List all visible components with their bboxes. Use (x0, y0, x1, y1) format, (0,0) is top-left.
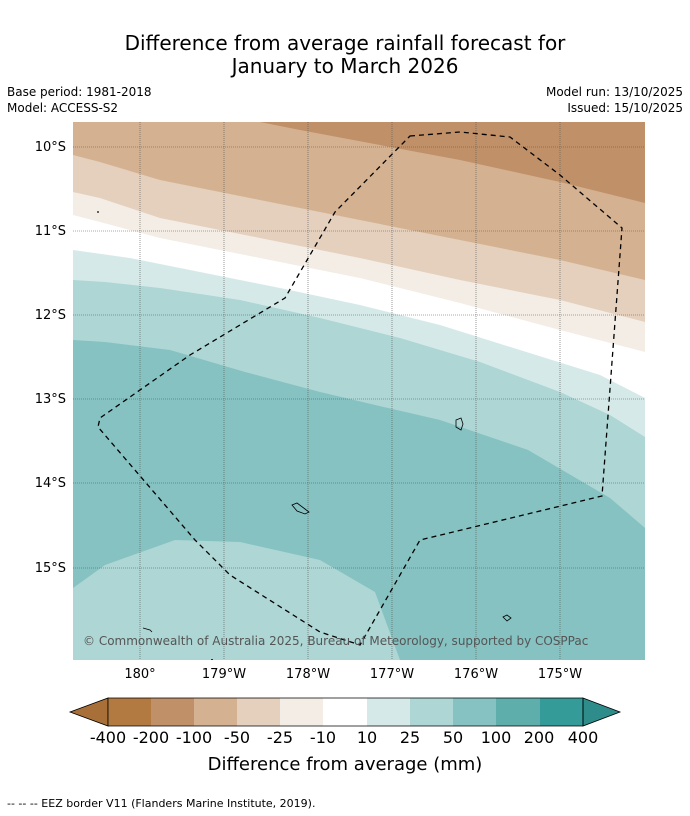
lon-label: 176°W (454, 667, 498, 682)
lon-label: 179°W (202, 667, 246, 682)
legend-tick: 10 (357, 728, 377, 747)
legend-arrow-right (582, 697, 622, 727)
meta-left: Base period: 1981-2018 Model: ACCESS-S2 (7, 84, 152, 116)
island-bottom (211, 659, 213, 660)
legend-tick: -200 (133, 728, 169, 747)
legend-tick: 50 (443, 728, 463, 747)
legend-swatch (367, 698, 410, 726)
lon-labels: 180° 179°W 178°W 177°W 176°W 175°W (124, 667, 582, 682)
island-northwest (97, 211, 99, 213)
model-run-text: Model run: 13/10/2025 (545, 85, 683, 99)
legend-tick: -400 (90, 728, 126, 747)
copyright-text: © Commonwealth of Australia 2025, Bureau… (83, 634, 588, 648)
eez-footnote: -- -- -- EEZ border V11 (Flanders Marine… (7, 797, 316, 810)
rainfall-map: © Commonwealth of Australia 2025, Bureau… (73, 122, 645, 660)
island-central (291, 502, 310, 515)
lat-label: 14°S (35, 476, 66, 491)
base-period-text: Base period: 1981-2018 (7, 85, 152, 99)
island-south (502, 614, 512, 622)
legend-arrow-left (68, 697, 109, 727)
eez-border (97, 131, 623, 646)
legend-tick: -50 (224, 728, 250, 747)
legend-tick: -10 (310, 728, 336, 747)
legend-swatch (280, 698, 323, 726)
legend-label: Difference from average (mm) (208, 754, 483, 775)
lat-label: 12°S (35, 308, 66, 323)
legend-tick: 25 (400, 728, 420, 747)
band-25-50-south (73, 540, 400, 660)
legend-swatch (540, 698, 583, 726)
meta-right: Model run: 13/10/2025 Issued: 15/10/2025 (546, 84, 683, 116)
map-title-line1: Difference from average rainfall forecas… (124, 31, 566, 55)
legend-tick: 100 (481, 728, 512, 747)
lon-label: 178°W (286, 667, 330, 682)
band-minus-100-200 (260, 122, 645, 203)
map-title: Difference from average rainfall forecas… (0, 32, 690, 78)
legend-colorbar (68, 697, 622, 727)
lat-label: 11°S (35, 224, 66, 239)
legend-swatch (410, 698, 453, 726)
legend-tick: 200 (524, 728, 555, 747)
legend-ticks: -400 -200 -100 -50 -25 -10 10 25 50 100 … (90, 728, 598, 747)
legend-swatch (237, 698, 280, 726)
legend-swatch (151, 698, 194, 726)
island-southwest (142, 627, 153, 633)
legend-tick: 400 (568, 728, 599, 747)
island-east (455, 417, 464, 431)
map-title-line2: January to March 2026 (231, 54, 459, 78)
lat-label: 10°S (35, 140, 66, 155)
legend-swatch (453, 698, 496, 726)
issued-text: Issued: 15/10/2025 (567, 101, 683, 115)
legend-tick: -25 (267, 728, 293, 747)
model-text: Model: ACCESS-S2 (7, 101, 119, 115)
lon-label: 175°W (538, 667, 582, 682)
lon-label: 180° (124, 667, 155, 682)
lat-labels: 10°S 11°S 12°S 13°S 14°S 15°S (35, 140, 66, 576)
lon-label: 177°W (370, 667, 414, 682)
legend-swatch (194, 698, 237, 726)
lat-label: 15°S (35, 561, 66, 576)
legend-swatch (496, 698, 540, 726)
lat-label: 13°S (35, 392, 66, 407)
legend-swatch (323, 698, 367, 726)
graticule (73, 122, 645, 660)
legend-tick: -100 (176, 728, 212, 747)
legend-swatch (108, 698, 151, 726)
